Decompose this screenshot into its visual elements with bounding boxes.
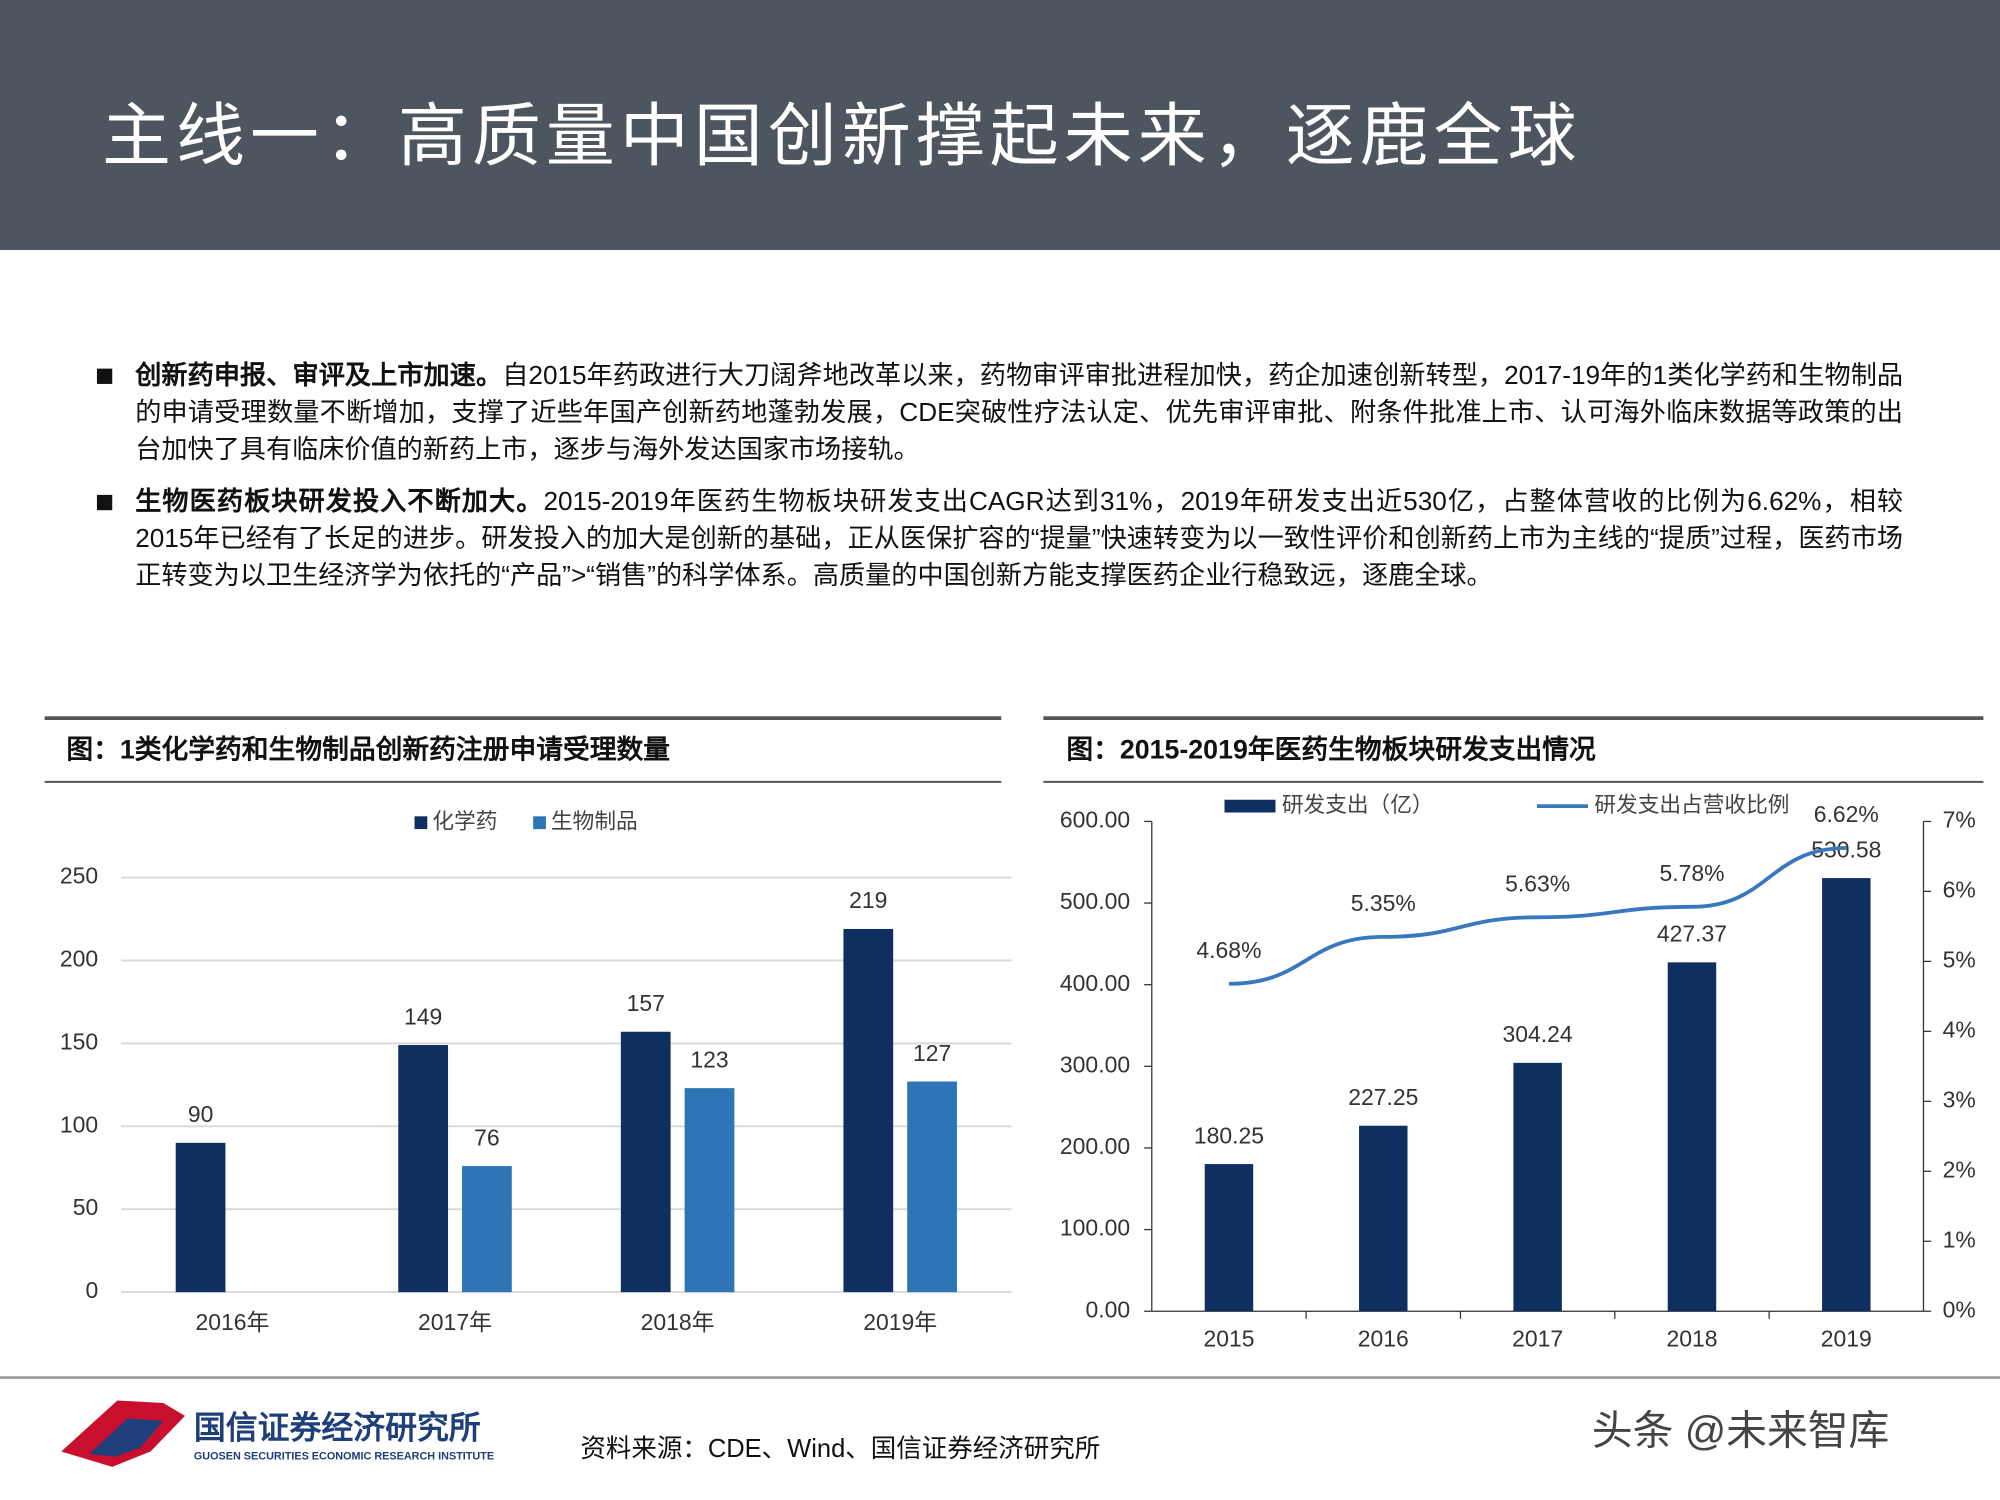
bar (1667, 962, 1717, 1312)
value-label: 227.25 (1348, 1084, 1418, 1110)
bar (620, 1031, 671, 1293)
value-label: 180.25 (1194, 1122, 1264, 1148)
logo (61, 1400, 185, 1467)
y-tick-label: 500.00 (1060, 888, 1130, 914)
legend-label: 研发支出（亿） (1282, 792, 1434, 817)
value-label: 157 (627, 990, 665, 1016)
legend-label: 生物制品 (551, 808, 638, 833)
x-tick-label: 2016年 (195, 1309, 269, 1335)
source-note: 资料来源：CDE、Wind、国信证券经济研究所 (580, 1435, 1100, 1463)
bar (175, 1142, 226, 1293)
org-name-en: GUOSEN SECURITIES ECONOMIC RESEARCH INST… (194, 1450, 494, 1462)
x-tick-label: 2018年 (641, 1309, 715, 1335)
header: 主线一：高质量中国创新撑起未来，逐鹿全球 (0, 0, 2000, 250)
bullet: 创新药申报、审评及上市加速。自2015年药政进行大刀阔斧地改革以来，药物审评审批… (96, 357, 1904, 468)
y-tick-label: 100 (60, 1111, 98, 1137)
bar (684, 1088, 735, 1293)
value-label: 149 (404, 1003, 442, 1029)
bullet-text: 自2015年药政进行大刀阔斧地改革以来，药物审评审批进程加快，药企加速创新转型，… (135, 360, 1904, 465)
y-tick-label: 600.00 (1060, 806, 1130, 832)
chart-title: 图：1类化学药和生物制品创新药注册申请受理数量 (66, 733, 670, 764)
x-tick-label: 2019年 (863, 1309, 937, 1335)
y-tick-label: 300.00 (1060, 1051, 1130, 1077)
bullet-lead: 生物医药板块研发投入不断加大。 (135, 487, 544, 517)
y2-tick-label: 4% (1943, 1016, 1976, 1042)
y-tick-label: 250 (60, 863, 98, 889)
slide-title: 主线一：高质量中国创新撑起未来，逐鹿全球 (102, 95, 1582, 177)
bullet-marker (96, 494, 113, 511)
value-label: 6.62% (1814, 801, 1879, 827)
bar (1204, 1164, 1254, 1312)
y2-tick-label: 3% (1943, 1086, 1976, 1112)
x-tick-label: 2018 (1666, 1326, 1717, 1352)
legend-label: 化学药 (432, 808, 497, 833)
line (1228, 846, 1847, 986)
bullet-list: 创新药申报、审评及上市加速。自2015年药政进行大刀阔斧地改革以来，药物审评审批… (96, 357, 1904, 610)
value-label: 304.24 (1503, 1021, 1573, 1047)
y-tick-label: 150 (60, 1028, 98, 1054)
value-label: 5.35% (1351, 890, 1416, 916)
y-tick-label: 200.00 (1060, 1133, 1130, 1159)
y-tick-label: 400.00 (1060, 970, 1130, 996)
bullet: 生物医药板块研发投入不断加大。2015-2019年医药生物板块研发支出CAGR达… (96, 483, 1904, 594)
bullet-marker (96, 368, 113, 384)
y2-tick-label: 2% (1943, 1156, 1976, 1182)
x-tick-label: 2017年 (418, 1309, 492, 1335)
y-tick-label: 50 (73, 1194, 99, 1220)
x-tick-label: 2016 (1358, 1326, 1409, 1352)
bar (1513, 1062, 1562, 1312)
y2-tick-label: 6% (1943, 876, 1976, 902)
value-label: 219 (849, 887, 887, 913)
bullet-text: 2015-2019年医药生物板块研发支出CAGR达到31%，2019年研发支出近… (135, 487, 1904, 591)
y2-tick-label: 5% (1943, 946, 1976, 972)
value-label: 5.78% (1659, 860, 1724, 886)
y2-tick-label: 1% (1943, 1226, 1976, 1252)
watermark: 头条 @未来智库 (1592, 1407, 1890, 1453)
legend-swatch (533, 816, 546, 830)
legend-label: 研发支出占营收比例 (1594, 792, 1789, 817)
value-label: 76 (474, 1124, 500, 1150)
y2-tick-label: 0% (1943, 1296, 1976, 1322)
bar (462, 1166, 512, 1293)
y-tick-label: 100.00 (1060, 1215, 1130, 1241)
value-label: 127 (913, 1040, 951, 1066)
y-tick-label: 0 (85, 1277, 98, 1303)
chart-title: 图：2015-2019年医药生物板块研发支出情况 (1066, 733, 1596, 764)
legend-swatch (414, 816, 428, 830)
bar (907, 1081, 957, 1293)
bar (843, 928, 894, 1293)
logo-shape (89, 1418, 164, 1457)
legend-swatch (1224, 799, 1276, 813)
value-label: 427.37 (1657, 921, 1727, 947)
x-tick-label: 2015 (1203, 1326, 1254, 1352)
x-tick-label: 2017 (1512, 1326, 1563, 1352)
y-tick-label: 0.00 (1085, 1296, 1130, 1322)
x-tick-label: 2019 (1821, 1326, 1872, 1352)
bullet-lead: 创新药申报、审评及上市加速。 (135, 360, 503, 391)
bar (1822, 878, 1871, 1312)
value-label: 4.68% (1196, 937, 1261, 963)
value-label: 123 (690, 1046, 728, 1072)
value-label: 90 (188, 1101, 214, 1127)
y-tick-label: 200 (60, 946, 98, 972)
bar (398, 1045, 449, 1293)
y2-tick-label: 7% (1943, 806, 1976, 832)
org-name: 国信证券经济研究所 (194, 1409, 481, 1445)
bar (1359, 1125, 1408, 1312)
value-label: 5.63% (1505, 870, 1570, 896)
